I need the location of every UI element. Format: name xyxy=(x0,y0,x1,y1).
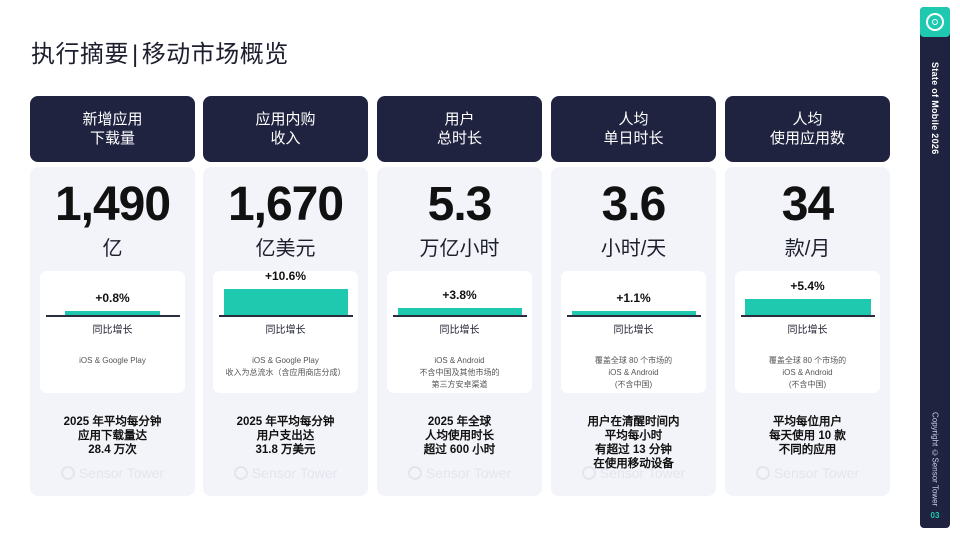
watermark-text: Sensor Tower xyxy=(251,465,338,481)
page-title-left: 执行摘要 xyxy=(31,41,129,68)
report-title-vertical: State of Mobile 2026 xyxy=(930,62,940,155)
metric-summary: 用户在清醒时间内 平均每小时 有超过 13 分钟 在使用移动设备 xyxy=(587,416,680,470)
growth-bar xyxy=(744,299,871,315)
watermark-text: Sensor Tower xyxy=(599,465,686,481)
growth-panel: +1.1% 同比增长覆盖全球 80 个市场的 iOS & Android (不含中… xyxy=(561,271,706,393)
metric-column: 应用内购 收入 1,670 亿美元 +10.6% 同比增长 iOS & Google Pl… xyxy=(203,96,368,496)
metric-unit: 小时/天 xyxy=(600,238,667,260)
metric-column: 用户 总时长 5.3 万亿小时 +3.8% 同比增长 iOS & Android 不含中国… xyxy=(377,96,542,496)
watermark-logo-icon xyxy=(581,466,596,480)
sensor-tower-watermark: Sensor Tower xyxy=(30,465,195,481)
metric-header: 人均 单日时长 xyxy=(551,96,716,162)
growth-baseline xyxy=(392,315,527,317)
growth-label: 同比增长 xyxy=(92,324,133,336)
metric-column: 人均 单日时长 3.6 小时/天 +1.1% 同比增长覆盖全球 80 个市场的 iOS … xyxy=(551,96,716,496)
watermark-logo-icon xyxy=(407,466,422,480)
data-source-note: 覆盖全球 80 个市场的 iOS & Android (不含中国) xyxy=(768,356,847,389)
sensor-tower-logo-icon xyxy=(920,7,950,37)
growth-value: +10.6% xyxy=(264,269,307,283)
page-number: 03 xyxy=(930,511,940,520)
metric-summary: 平均每位用户 每天使用 10 款 不同的应用 xyxy=(769,416,846,456)
metric-summary: 2025 年全球 人均使用时长 超过 600 小时 xyxy=(423,416,496,456)
growth-panel: +3.8% 同比增长 iOS & Android 不含中国及其他市场的 第三方安卓渠… xyxy=(387,271,532,393)
growth-bar-block: 同比增长 xyxy=(387,308,532,336)
watermark-logo-icon xyxy=(755,466,770,480)
metric-header: 用户 总时长 xyxy=(377,96,542,162)
metric-value: 5.3 xyxy=(427,178,493,231)
growth-label: 同比增长 xyxy=(787,324,828,336)
data-source-note: iOS & Google Play 收入为总流水（含应用商店分成） xyxy=(225,356,346,377)
growth-bar-block: 同比增长 xyxy=(735,299,880,336)
sensor-tower-watermark: Sensor Tower xyxy=(203,465,368,481)
growth-value: +0.8% xyxy=(95,291,130,305)
growth-bar-block: 同比增长 xyxy=(561,311,706,336)
watermark-text: Sensor Tower xyxy=(78,465,165,481)
watermark-text: Sensor Tower xyxy=(425,465,512,481)
metric-card: 5.3 万亿小时 +3.8% 同比增长 iOS & Android 不含中国及其他市场的… xyxy=(377,167,542,496)
metric-column: 人均 使用应用数 34 款/月 +5.4% 同比增长覆盖全球 80 个市场的 iOS &… xyxy=(725,96,890,496)
growth-bar xyxy=(397,308,522,315)
metric-card: 3.6 小时/天 +1.1% 同比增长覆盖全球 80 个市场的 iOS & Andro… xyxy=(551,167,716,496)
data-source-note: iOS & Google Play xyxy=(79,356,146,365)
sensor-tower-watermark: Sensor Tower xyxy=(551,465,716,481)
growth-baseline xyxy=(45,315,180,317)
page-title-right: 移动市场概览 xyxy=(141,41,289,68)
metric-unit: 万亿小时 xyxy=(419,238,500,260)
growth-label: 同比增长 xyxy=(439,324,480,336)
growth-panel: +10.6% 同比增长 iOS & Google Play 收入为总流水（含应用商店… xyxy=(213,269,358,393)
watermark-text: Sensor Tower xyxy=(773,465,860,481)
watermark-logo-icon xyxy=(233,466,248,480)
growth-label: 同比增长 xyxy=(265,324,306,336)
metric-value: 1,490 xyxy=(54,178,171,231)
growth-baseline xyxy=(566,315,701,317)
page-title: 执行摘要 | 移动市场概览 xyxy=(31,34,289,69)
growth-bar-block: 同比增长 xyxy=(213,289,358,336)
growth-bar xyxy=(65,311,160,315)
growth-value: +3.8% xyxy=(442,288,477,302)
report-sidebar: State of Mobile 2026 Copyright ©Sensor T… xyxy=(920,7,950,528)
metric-card: 1,670 亿美元 +10.6% 同比增长 iOS & Google Play 收入为总… xyxy=(203,167,368,496)
metric-header: 应用内购 收入 xyxy=(203,96,368,162)
metric-card: 34 款/月 +5.4% 同比增长覆盖全球 80 个市场的 iOS & Android… xyxy=(725,167,890,496)
growth-label: 同比增长 xyxy=(613,324,654,336)
metric-summary: 2025 年平均每分钟 用户支出达 31.8 万美元 xyxy=(236,416,335,456)
metric-unit: 亿 xyxy=(102,238,123,260)
data-source-note: iOS & Android 不含中国及其他市场的 第三方安卓渠道 xyxy=(419,356,500,389)
metric-unit: 款/月 xyxy=(784,238,831,260)
growth-panel: +5.4% 同比增长覆盖全球 80 个市场的 iOS & Android (不含中… xyxy=(735,271,880,393)
growth-bar-block: 同比增长 xyxy=(40,311,185,336)
sensor-tower-watermark: Sensor Tower xyxy=(377,465,542,481)
copyright-vertical: Copyright ©Sensor Tower xyxy=(930,412,940,507)
growth-bar xyxy=(223,289,348,315)
metric-value: 3.6 xyxy=(601,178,667,231)
metric-header: 新增应用 下载量 xyxy=(30,96,195,162)
growth-value: +5.4% xyxy=(790,279,825,293)
growth-panel: +0.8% 同比增长 iOS & Google Play xyxy=(40,271,185,393)
metric-summary: 2025 年平均每分钟 应用下载量达 28.4 万次 xyxy=(63,416,162,456)
growth-baseline xyxy=(740,315,875,317)
metric-card: 1,490 亿 +0.8% 同比增长 iOS & Google Play 2025 年平均… xyxy=(30,167,195,496)
metric-value: 34 xyxy=(781,178,834,231)
growth-bar xyxy=(571,311,696,315)
metric-value: 1,670 xyxy=(227,178,344,231)
sensor-tower-watermark: Sensor Tower xyxy=(725,465,890,481)
title-separator: | xyxy=(132,41,139,68)
metric-unit: 亿美元 xyxy=(255,238,316,260)
growth-baseline xyxy=(218,315,353,317)
data-source-note: 覆盖全球 80 个市场的 iOS & Android (不含中国) xyxy=(594,356,673,389)
growth-value: +1.1% xyxy=(616,291,651,305)
metric-column: 新增应用 下载量 1,490 亿 +0.8% 同比增长 iOS & Google Play… xyxy=(30,96,195,496)
watermark-logo-icon xyxy=(60,466,75,480)
metric-header: 人均 使用应用数 xyxy=(725,96,890,162)
